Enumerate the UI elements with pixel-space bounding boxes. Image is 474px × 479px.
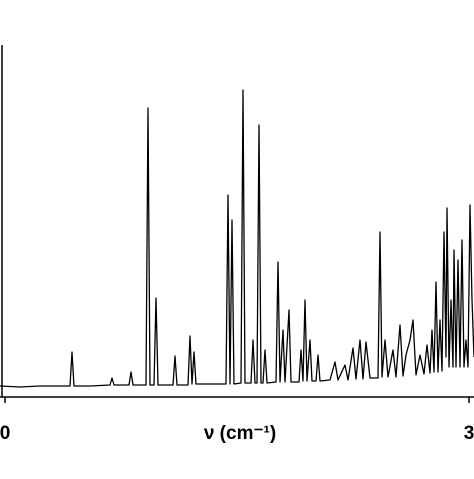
x-tick-label: 3 [464, 423, 474, 444]
x-tick-label: 0 [0, 423, 10, 444]
spectrum-line [0, 89, 474, 388]
x-axis-label: ν (cm⁻¹) [204, 423, 276, 444]
